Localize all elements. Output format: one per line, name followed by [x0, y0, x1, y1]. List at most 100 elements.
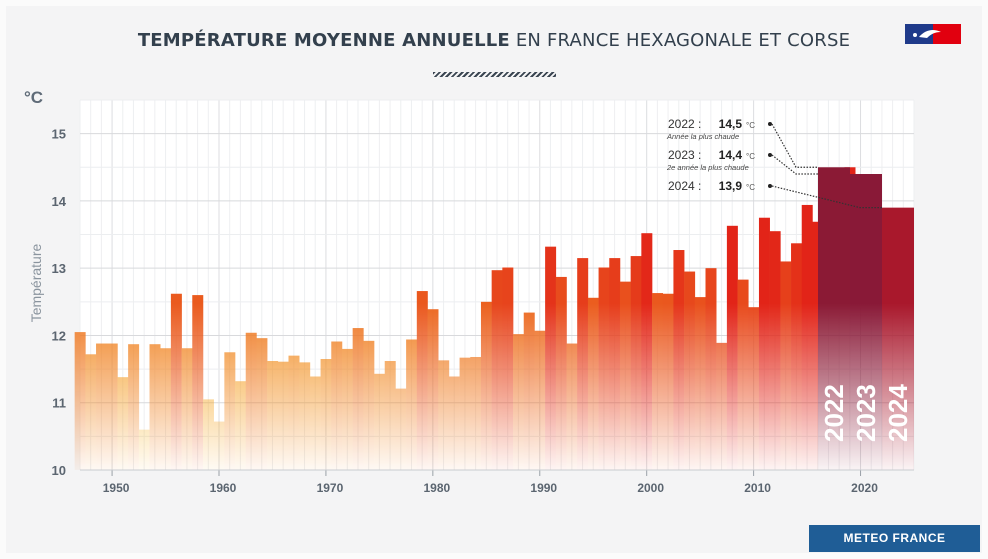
annotation-leader [771, 154, 818, 175]
bar-2015 [801, 204, 813, 471]
bar-2005 [694, 297, 706, 470]
big-year-label: 2022 [819, 384, 849, 442]
x-tick-label: 2000 [637, 481, 664, 495]
bar-1997 [609, 258, 621, 470]
bar-1978 [406, 339, 418, 470]
bar-1972 [341, 348, 353, 470]
x-tick-label: 2020 [851, 481, 878, 495]
unit-label: °C [24, 88, 44, 107]
bar-1948 [85, 354, 97, 470]
bar-1998 [619, 281, 631, 470]
bar-1957 [181, 348, 193, 470]
annotation-note: 2e année la plus chaude [666, 163, 749, 172]
bar-1975 [374, 373, 386, 470]
bar-1956 [170, 293, 182, 470]
bar-2001 [652, 293, 664, 470]
bar-2004 [684, 271, 696, 470]
bar-1976 [384, 361, 396, 470]
bar-1967 [288, 355, 300, 470]
bar-2011 [758, 217, 770, 470]
chart-title: TEMPÉRATURE MOYENNE ANNUELLE EN FRANCE H… [0, 30, 988, 51]
bar-1999 [630, 256, 642, 470]
bar-1952 [128, 344, 140, 470]
y-tick-label: 11 [52, 396, 66, 411]
bar-2022 [818, 167, 850, 471]
bar-1963 [245, 332, 257, 470]
bar-1994 [577, 258, 589, 470]
bar-1966 [277, 361, 289, 470]
republique-francaise-logo [905, 24, 961, 44]
x-tick-label: 1980 [423, 481, 450, 495]
bar-2007 [716, 342, 728, 470]
title-bold: TEMPÉRATURE MOYENNE ANNUELLE [137, 30, 510, 51]
annotation-year: 2022 : [668, 117, 701, 131]
y-tick-label: 15 [52, 127, 66, 142]
bar-1954 [149, 344, 161, 470]
annotation-dot [768, 122, 772, 126]
bar-1971 [331, 341, 343, 470]
big-year-label: 2024 [883, 384, 913, 442]
bar-1991 [545, 246, 557, 470]
bar-2013 [780, 261, 792, 470]
bar-2000 [641, 233, 653, 470]
bar-1985 [480, 301, 492, 470]
bar-1984 [470, 356, 482, 470]
meteo-france-logo: METEO FRANCE [809, 525, 980, 552]
bar-2016 [812, 221, 824, 470]
bar-1950 [106, 343, 118, 470]
annotation-leader [771, 123, 818, 168]
bar-1995 [587, 297, 599, 470]
bar-1983 [459, 357, 471, 470]
bar-1988 [513, 334, 525, 470]
bar-1968 [299, 362, 311, 470]
bar-1992 [555, 276, 567, 470]
bar-1958 [192, 295, 204, 470]
bar-1959 [202, 399, 214, 470]
big-year-label: 2023 [851, 384, 881, 442]
annotation-unit: °C [746, 183, 755, 192]
bar-1982 [448, 376, 460, 470]
bar-1990 [534, 330, 546, 470]
bar-1962 [235, 381, 247, 470]
annotation-unit: °C [746, 121, 755, 130]
bar-1974 [363, 340, 375, 470]
annotation-year: 2023 : [668, 148, 701, 162]
bar-1977 [395, 388, 407, 470]
x-tick-label: 2010 [744, 481, 771, 495]
annotation-note: Année la plus chaude [666, 132, 739, 141]
title-normal: EN FRANCE HEXAGONALE ET CORSE [515, 30, 851, 51]
bar-2012 [769, 231, 781, 470]
annotation-unit: °C [746, 152, 755, 161]
annotation-value: 14,4 [719, 148, 743, 162]
annotation-leader [771, 185, 882, 209]
bar-2014 [791, 243, 803, 470]
annotation-dot [768, 153, 772, 157]
annotation-value: 14,5 [719, 117, 743, 131]
bar-1964 [256, 338, 268, 470]
bar-1951 [117, 377, 129, 470]
bar-1949 [96, 343, 108, 470]
y-tick-label: 14 [52, 194, 67, 209]
bars-group [74, 167, 914, 471]
annotation-value: 13,9 [719, 179, 743, 193]
bar-1969 [309, 376, 321, 470]
bar-2002 [662, 293, 674, 470]
bar-2009 [737, 279, 749, 470]
x-tick-label: 1960 [210, 481, 237, 495]
bar-1973 [352, 328, 364, 470]
bar-1970 [320, 359, 332, 470]
bar-1965 [267, 361, 279, 470]
bar-2003 [673, 250, 685, 470]
annotation-dot [768, 184, 772, 188]
bar-1996 [598, 267, 610, 470]
y-tick-label: 13 [52, 261, 66, 276]
bar-1947 [74, 332, 86, 470]
annotation-year: 2024 : [668, 179, 701, 193]
bar-2024 [882, 207, 914, 471]
bar-1981 [438, 360, 450, 470]
bar-2023 [850, 174, 882, 470]
bar-1993 [566, 343, 578, 470]
y-tick-label: 10 [52, 463, 66, 478]
title-underline [433, 72, 556, 77]
